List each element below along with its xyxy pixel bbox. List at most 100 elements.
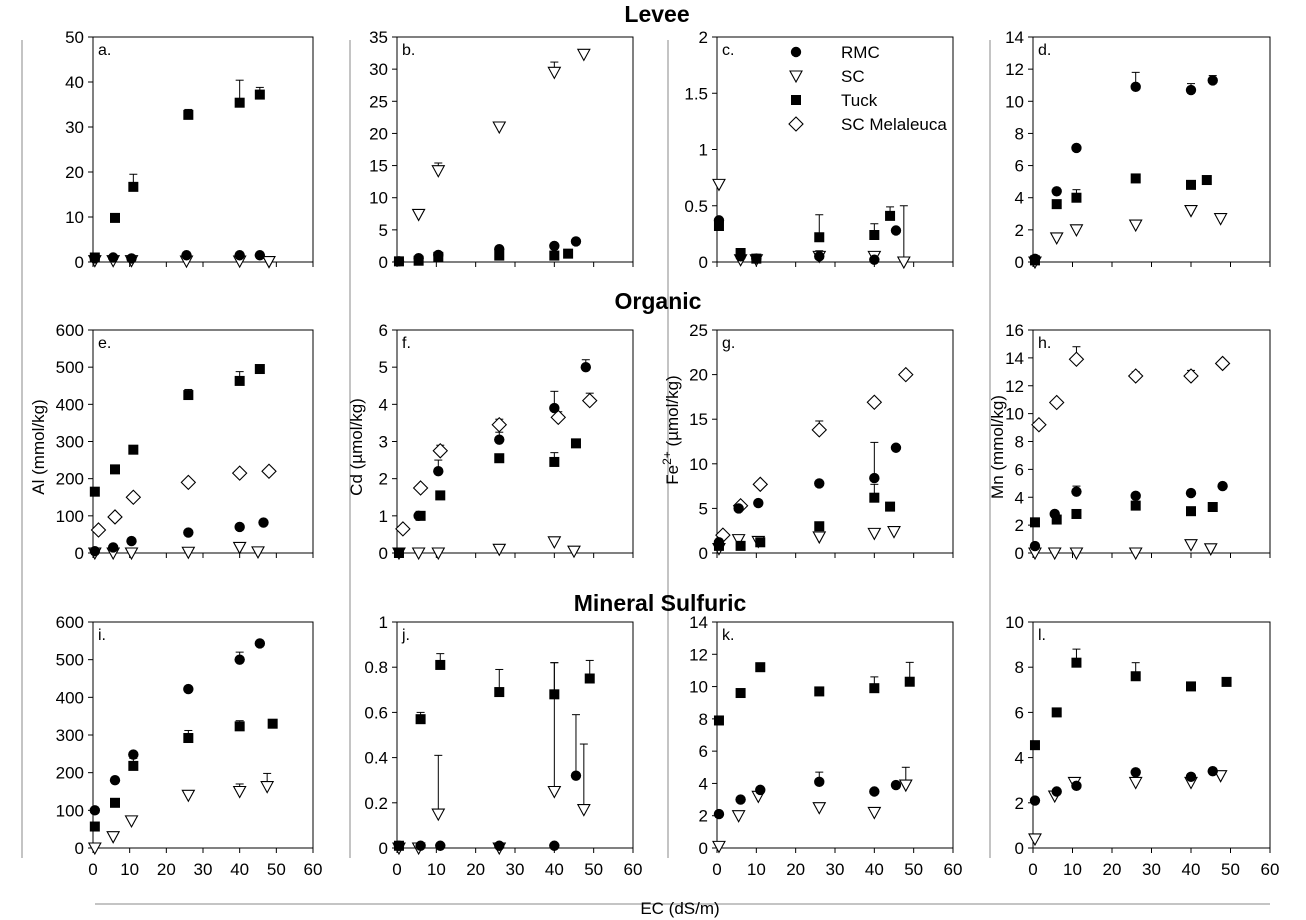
y-tick-label: 8 xyxy=(699,710,708,729)
x-tick-label: 40 xyxy=(545,860,564,879)
legend-marker xyxy=(789,70,803,84)
data-point xyxy=(1183,368,1199,384)
data-point xyxy=(254,364,265,375)
data-point xyxy=(814,478,825,489)
y-tick-label: 4 xyxy=(1015,189,1024,208)
y-tick-label: 6 xyxy=(1015,703,1024,722)
x-tick-label: 40 xyxy=(1182,860,1201,879)
y-tick-label: 400 xyxy=(56,395,84,414)
data-point xyxy=(181,250,192,261)
data-point xyxy=(1213,213,1228,226)
data-point xyxy=(181,789,196,803)
y-tick-label: 0 xyxy=(75,544,84,563)
data-point xyxy=(869,786,880,797)
data-point xyxy=(1130,767,1141,778)
data-point xyxy=(580,361,591,373)
data-point xyxy=(183,683,194,695)
y-tick-label: 0 xyxy=(75,253,84,272)
y-tick-label: 15 xyxy=(689,410,708,429)
panel-label: k. xyxy=(722,627,734,644)
series-tuck xyxy=(1029,648,1232,751)
legend-marker xyxy=(788,116,804,132)
series-sc-melaleuca xyxy=(395,392,598,537)
data-point xyxy=(180,474,197,491)
data-point xyxy=(1028,833,1042,847)
x-tick-label: 30 xyxy=(506,860,525,879)
plot-frame xyxy=(396,36,634,263)
data-point xyxy=(1071,657,1082,668)
data-point xyxy=(183,390,194,401)
data-point xyxy=(814,521,825,532)
data-point xyxy=(1186,681,1196,692)
data-point xyxy=(733,503,744,514)
y-tick-label: 6 xyxy=(379,321,388,340)
y-tick-label: 200 xyxy=(56,470,84,489)
y-tick-label: 0 xyxy=(699,253,708,272)
data-point xyxy=(431,808,446,822)
data-point xyxy=(1203,543,1218,556)
data-point xyxy=(1185,84,1197,96)
y-tick-label: 10 xyxy=(1005,613,1024,632)
x-tick-label: 20 xyxy=(1103,860,1122,879)
data-point xyxy=(896,256,911,270)
data-point xyxy=(549,689,560,700)
data-point xyxy=(570,438,581,449)
series-tuck xyxy=(713,661,915,726)
data-point xyxy=(494,250,505,261)
data-point xyxy=(395,521,411,537)
data-point xyxy=(234,97,245,108)
data-point xyxy=(234,521,245,533)
y-tick-label: 10 xyxy=(1005,92,1024,111)
section-title-levee: Levee xyxy=(624,1,689,27)
data-point xyxy=(412,480,429,496)
x-tick-label: 50 xyxy=(584,860,603,879)
y-tick-label: 0 xyxy=(1015,253,1024,272)
data-point xyxy=(260,781,275,794)
data-point xyxy=(1184,539,1198,552)
data-point xyxy=(1184,205,1198,218)
data-point xyxy=(1029,740,1040,751)
data-point xyxy=(731,810,746,823)
data-point xyxy=(110,464,120,475)
data-point xyxy=(814,251,825,262)
data-point xyxy=(1031,416,1047,433)
panel-label: a. xyxy=(98,42,111,59)
data-point xyxy=(393,840,405,851)
ylabel-cd: Cd (µmol/kg) xyxy=(347,398,366,496)
legend-label: SC xyxy=(841,67,865,86)
y-tick-label: 8 xyxy=(1015,433,1024,452)
legend-item-rmc: RMC xyxy=(790,43,880,62)
data-point xyxy=(494,243,505,255)
ylabel-mn: Mn (mmol/kg) xyxy=(988,395,1007,499)
data-point xyxy=(1185,771,1197,783)
y-tick-label: 5 xyxy=(699,499,708,518)
data-point xyxy=(183,109,194,120)
data-point xyxy=(1049,508,1060,520)
y-tick-label: 2 xyxy=(699,28,708,47)
x-tick-label: 60 xyxy=(624,860,643,879)
plot-frame xyxy=(1032,621,1271,849)
x-tick-label: 10 xyxy=(1063,860,1082,879)
data-point xyxy=(898,779,913,793)
data-point xyxy=(124,815,139,829)
data-point xyxy=(890,779,902,791)
data-point xyxy=(234,654,245,665)
plot-frame xyxy=(92,36,314,263)
data-point xyxy=(251,546,265,560)
data-point xyxy=(431,547,446,561)
data-point xyxy=(1029,795,1041,806)
data-point xyxy=(106,831,121,844)
data-point xyxy=(570,770,582,781)
data-point xyxy=(1130,173,1141,184)
data-point xyxy=(234,375,245,386)
data-point xyxy=(1130,671,1141,682)
series-sc xyxy=(392,536,581,561)
panel-g: 0 5 10 15 20 25 g. xyxy=(689,321,954,563)
panel-label: j. xyxy=(401,627,410,644)
data-point xyxy=(128,760,139,771)
series-rmc xyxy=(1029,71,1218,264)
data-point xyxy=(869,472,880,484)
data-point xyxy=(107,542,119,553)
y-tick-label: 0.4 xyxy=(364,749,388,768)
data-point xyxy=(735,540,746,551)
